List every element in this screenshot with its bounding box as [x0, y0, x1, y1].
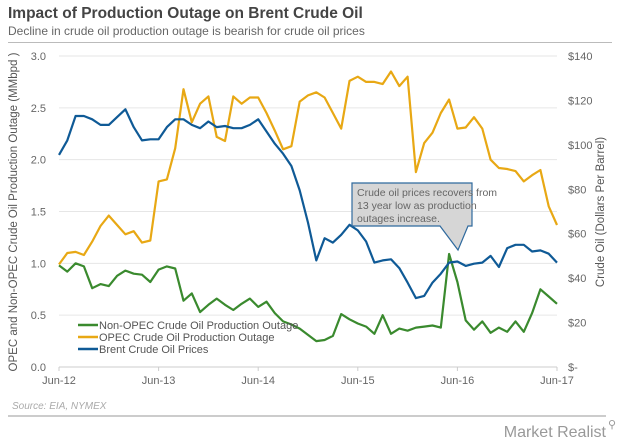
y-tick-left: 2.5	[31, 103, 46, 115]
series-non-opec-line	[58, 252, 558, 343]
series-opec-line	[58, 70, 559, 266]
header-divider	[8, 42, 612, 43]
annotation-callout: Crude oil prices recovers from 13 year l…	[351, 182, 497, 252]
x-tick-label: Jun-13	[142, 375, 176, 387]
x-axis: Jun-12 Jun-13 Jun-14 Jun-15 Jun-16 Jun-17	[42, 367, 574, 387]
callout-text-line-2: 13 year low as production	[357, 200, 477, 212]
series-group	[58, 70, 559, 343]
x-tick-label: Jun-15	[341, 375, 375, 387]
legend: Non-OPEC Crude Oil Production OutageOPEC…	[78, 320, 298, 356]
y-tick-left: 1.5	[31, 207, 46, 219]
y-tick-left: 0.0	[31, 362, 46, 374]
chart-subtitle: Decline in crude oil production outage i…	[8, 24, 365, 38]
y-tick-right: $120	[568, 95, 592, 107]
y-axis-left-title: OPEC and Non-OPEC Crude Oil Production O…	[8, 52, 20, 371]
y-tick-left: 0.5	[31, 310, 46, 322]
x-tick-label: Jun-12	[42, 375, 76, 387]
x-tick-label: Jun-14	[241, 375, 275, 387]
callout-text-line-3: outages increase.	[357, 213, 440, 225]
y-tick-right: $60	[568, 229, 586, 241]
legend-label: OPEC Crude Oil Production Outage	[99, 332, 274, 344]
y-axis-left: 0.0 0.5 1.0 1.5 2.0 2.5 3.0	[31, 51, 46, 374]
magnifier-chart-icon: ⚲	[607, 419, 616, 431]
y-axis-right-title: Crude Oil (Dollars Per Barrel)	[595, 137, 607, 287]
x-tick-label: Jun-16	[441, 375, 475, 387]
y-tick-right: $-	[568, 362, 578, 374]
y-tick-right: $80	[568, 184, 586, 196]
callout-box	[351, 182, 473, 252]
y-axis-right: $- $20 $40 $60 $80 $100 $120 $140	[568, 51, 592, 374]
x-tick-label: Jun-17	[540, 375, 574, 387]
legend-label: Brent Crude Oil Prices	[99, 344, 209, 356]
y-tick-left: 2.0	[31, 155, 46, 167]
y-tick-right: $100	[568, 140, 592, 152]
gridlines	[59, 55, 557, 368]
y-tick-left: 3.0	[31, 51, 46, 63]
chart-title: Impact of Production Outage on Brent Cru…	[8, 5, 363, 22]
footer-divider	[8, 415, 606, 417]
source-note: Source: EIA, NYMEX	[12, 401, 107, 412]
y-tick-left: 1.0	[31, 258, 46, 270]
brand-logo: Market Realist	[503, 424, 606, 441]
y-tick-right: $140	[568, 51, 592, 63]
callout-text-line-1: Crude oil prices recovers from	[357, 187, 497, 199]
chart-canvas: 0.0 0.5 1.0 1.5 2.0 2.5 3.0 $- $20 $40 $60 $80 $100…	[8, 51, 607, 387]
y-tick-right: $40	[568, 273, 586, 285]
series-brent-line	[58, 108, 558, 300]
legend-label: Non-OPEC Crude Oil Production Outage	[99, 320, 298, 332]
y-tick-right: $20	[568, 318, 586, 330]
